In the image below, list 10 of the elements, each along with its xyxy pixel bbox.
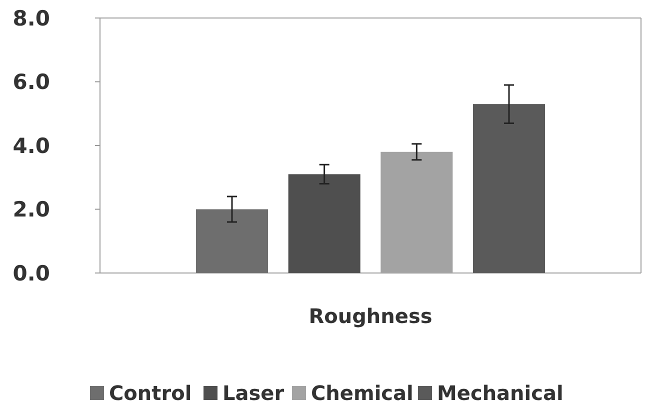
legend-label: Chemical — [311, 381, 414, 405]
legend-label: Laser — [222, 381, 284, 405]
x-tick-label: Roughness — [308, 304, 432, 328]
legend-label: Mechanical — [437, 381, 564, 405]
legend-label: Control — [109, 381, 192, 405]
y-tick-label: 4.0 — [12, 134, 50, 158]
y-tick-label: 2.0 — [12, 198, 50, 222]
y-tick-label: 6.0 — [12, 70, 50, 94]
y-tick-label: 8.0 — [12, 6, 50, 30]
y-tick-label: 0.0 — [12, 261, 50, 286]
